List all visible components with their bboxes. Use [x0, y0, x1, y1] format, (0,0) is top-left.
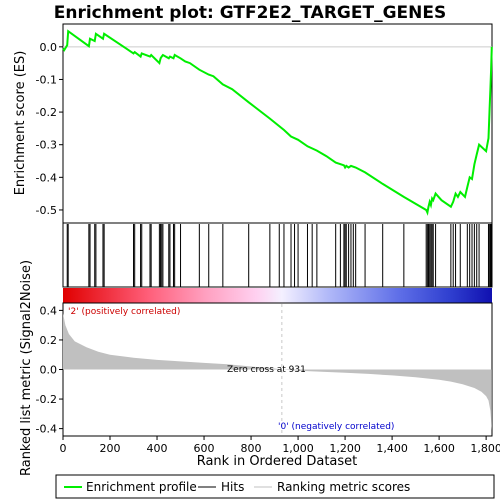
enrichment-profile-line: [62, 29, 493, 216]
x-tick-label: 1,200: [329, 442, 361, 455]
legend: Enrichment profile Hits Ranking metric s…: [55, 474, 495, 499]
x-axis-label: Rank in Ordered Dataset: [197, 454, 358, 469]
x-tick-label: 800: [241, 442, 262, 455]
legend-frame: [55, 474, 495, 499]
enrichment-panel: 0.0 -0.1 -0.2 -0.3 -0.4 -0.5 Enrichment score…: [13, 23, 493, 224]
hits-panel: [62, 222, 493, 303]
metric-y-tick-label: -0.2: [36, 393, 57, 406]
metric-y-tick-label: 0.4: [40, 304, 58, 317]
chart-title: Enrichment plot: GTF2E2_TARGET_GENES: [54, 3, 447, 23]
zero-cross-label: Zero cross at 931: [227, 365, 306, 375]
x-tick-label: 1,000: [282, 442, 314, 455]
negative-correlation-label: '0' (negatively correlated): [278, 422, 394, 432]
x-tick-label: 1,600: [423, 442, 455, 455]
metric-y-label: Ranked list metric (Signal2Noise): [19, 260, 34, 476]
ranking-metric-area: [63, 313, 492, 431]
enrichment-y-tick-label: -0.2: [36, 106, 57, 119]
metric-y-ticks: 0.4 0.2 0.0 -0.2 -0.4: [36, 304, 63, 436]
x-tick-label: 200: [100, 442, 121, 455]
legend-hits-label: Hits: [221, 480, 244, 494]
enrichment-y-tick-label: 0.0: [40, 41, 58, 54]
metric-panel: 0.4 0.2 0.0 -0.2 -0.4 '2' (positively correl…: [19, 260, 493, 476]
enrichment-y-ticks: 0.0 -0.1 -0.2 -0.3 -0.4 -0.5: [36, 41, 63, 217]
metric-y-tick-label: 0.0: [40, 364, 58, 377]
enrichment-y-tick-label: -0.4: [36, 171, 57, 184]
x-ticks: 0 200 400 600 800 1,000 1,200 1,400 1,600 1,800: [60, 436, 500, 455]
positive-correlation-label: '2' (positively correlated): [68, 307, 180, 317]
enrichment-y-tick-label: -0.5: [36, 204, 57, 217]
x-tick-label: 0: [60, 442, 67, 455]
metric-y-tick-label: -0.4: [36, 423, 57, 436]
hit-marks: [66, 224, 493, 287]
legend-profile-label: Enrichment profile: [86, 480, 197, 494]
x-tick-label: 600: [194, 442, 215, 455]
metric-y-tick-label: 0.2: [40, 334, 58, 347]
rank-color-bar: [63, 288, 492, 303]
legend-metric-label: Ranking metric scores: [277, 480, 410, 494]
x-tick-label: 1,400: [376, 442, 408, 455]
x-tick-label: 1,800: [470, 442, 500, 455]
enrichment-y-label: Enrichment score (ES): [13, 51, 28, 196]
enrichment-y-tick-label: -0.1: [36, 73, 57, 86]
enrichment-y-tick-label: -0.3: [36, 139, 57, 152]
x-tick-label: 400: [147, 442, 168, 455]
